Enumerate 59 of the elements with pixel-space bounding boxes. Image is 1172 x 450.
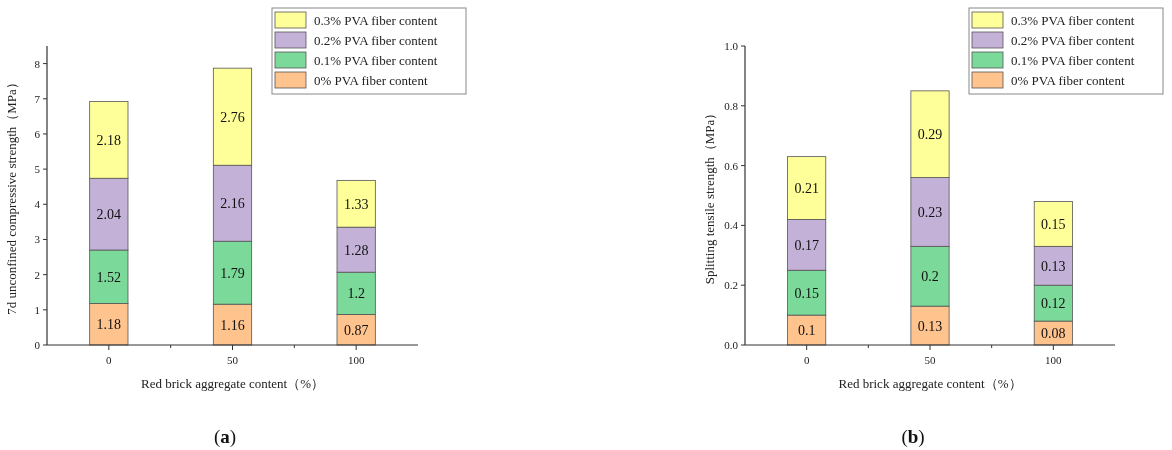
data-label: 1.33 bbox=[343, 196, 369, 212]
y-tick-label: 0.0 bbox=[724, 339, 739, 351]
data-label: 0.15 bbox=[794, 285, 819, 301]
legend-label: 0% PVA fiber content bbox=[1011, 73, 1125, 88]
data-label: 0.12 bbox=[1041, 296, 1066, 312]
data-label: 1.18 bbox=[96, 317, 122, 333]
y-tick-label: 0.2 bbox=[724, 279, 738, 292]
y-tick-label: 1.0 bbox=[724, 40, 739, 52]
data-label: 1.52 bbox=[96, 269, 122, 285]
x-tick-label: 0 bbox=[106, 354, 113, 366]
x-tick-label: 50 bbox=[924, 354, 936, 366]
x-axis-title: Red brick aggregate content（%） bbox=[140, 376, 325, 391]
legend-label: 0.2% PVA fiber content bbox=[314, 33, 438, 48]
legend-label: 0.1% PVA fiber content bbox=[314, 53, 438, 68]
y-tick-label: 0.4 bbox=[724, 219, 739, 232]
legend-label: 0% PVA fiber content bbox=[314, 73, 428, 88]
data-label: 0.29 bbox=[917, 127, 943, 143]
data-label: 0.08 bbox=[1041, 326, 1066, 342]
y-tick-label: 6 bbox=[34, 127, 41, 140]
data-label: 0.13 bbox=[1041, 258, 1066, 274]
data-label: 1.2 bbox=[347, 286, 365, 302]
y-axis-title: 7d unconfined compressive strength（MPa） bbox=[4, 76, 19, 315]
y-tick-label: 5 bbox=[34, 163, 41, 176]
y-tick-label: 4 bbox=[34, 198, 41, 211]
data-label: 0.13 bbox=[917, 318, 943, 334]
y-tick-label: 8 bbox=[34, 57, 41, 70]
x-tick-label: 0 bbox=[803, 354, 810, 366]
data-label: 0.21 bbox=[794, 181, 819, 197]
x-axis-title: Red brick aggregate content（%） bbox=[838, 376, 1022, 391]
y-tick-label: 7 bbox=[34, 92, 41, 105]
x-tick-label: 100 bbox=[1045, 354, 1063, 366]
text: (b) bbox=[901, 426, 925, 448]
data-label: 2.16 bbox=[220, 196, 245, 212]
data-label: 2.18 bbox=[96, 132, 122, 148]
y-tick-label: 1 bbox=[34, 303, 40, 316]
y-tick-label: 0.8 bbox=[724, 99, 739, 112]
legend-label: 0.3% PVA fiber content bbox=[314, 13, 438, 28]
data-label: 1.28 bbox=[343, 242, 369, 258]
data-label: 0.17 bbox=[794, 237, 819, 253]
data-label: 0.87 bbox=[343, 322, 369, 338]
y-tick-label: 0 bbox=[34, 339, 41, 351]
x-tick-label: 50 bbox=[227, 354, 239, 366]
y-axis-title: Splitting tensile strength（MPa） bbox=[702, 106, 717, 285]
data-label: 0.23 bbox=[917, 204, 943, 220]
legend-label: 0.2% PVA fiber content bbox=[1011, 33, 1135, 48]
x-tick-label: 100 bbox=[347, 354, 365, 366]
y-tick-label: 2 bbox=[34, 268, 40, 281]
data-label: 1.79 bbox=[220, 265, 245, 281]
y-tick-label: 3 bbox=[34, 233, 41, 246]
data-label: 1.16 bbox=[220, 317, 245, 333]
text: (a) bbox=[213, 426, 237, 448]
legend-label: 0.1% PVA fiber content bbox=[1011, 53, 1135, 68]
data-label: 0.15 bbox=[1041, 216, 1066, 232]
y-tick-label: 0.6 bbox=[724, 159, 739, 172]
legend-label: 0.3% PVA fiber content bbox=[1011, 13, 1135, 28]
data-label: 2.76 bbox=[220, 109, 245, 125]
data-label: 0.1 bbox=[797, 323, 816, 339]
data-label: 2.04 bbox=[96, 207, 122, 223]
data-label: 0.2 bbox=[921, 269, 939, 285]
